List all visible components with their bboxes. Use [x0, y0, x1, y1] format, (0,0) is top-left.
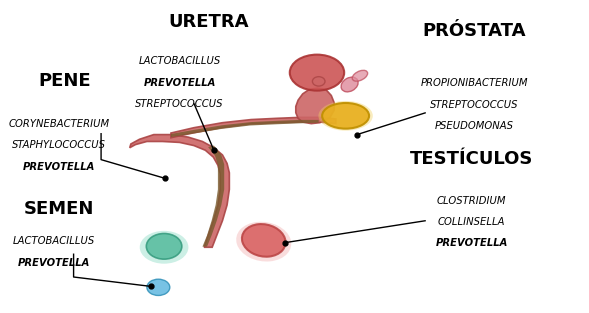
Text: SEMEN: SEMEN	[24, 200, 94, 218]
Ellipse shape	[290, 54, 344, 91]
Ellipse shape	[312, 77, 325, 86]
Ellipse shape	[140, 231, 188, 264]
Text: COLLINSELLA: COLLINSELLA	[438, 217, 505, 227]
Text: LACTOBACILLUS: LACTOBACILLUS	[12, 236, 95, 246]
Ellipse shape	[341, 77, 358, 92]
Text: STREPTOCOCCUS: STREPTOCOCCUS	[430, 100, 519, 110]
Ellipse shape	[147, 279, 170, 295]
Text: PENE: PENE	[39, 72, 91, 90]
Text: STREPTOCOCCUS: STREPTOCOCCUS	[135, 99, 224, 109]
Text: PREVOTELLA: PREVOTELLA	[435, 238, 508, 248]
Ellipse shape	[322, 103, 369, 129]
Text: URETRA: URETRA	[168, 13, 249, 31]
Text: PREVOTELLA: PREVOTELLA	[143, 78, 216, 88]
Text: CLOSTRIDIUM: CLOSTRIDIUM	[437, 196, 507, 206]
Text: PROPIONIBACTERIUM: PROPIONIBACTERIUM	[421, 78, 528, 88]
Ellipse shape	[236, 222, 291, 262]
Polygon shape	[171, 117, 336, 138]
Text: STAPHYLOCOCCUS: STAPHYLOCOCCUS	[12, 140, 106, 150]
Polygon shape	[203, 146, 224, 247]
Text: PREVOTELLA: PREVOTELLA	[17, 258, 90, 268]
Ellipse shape	[242, 224, 286, 257]
Text: LACTOBACILLUS: LACTOBACILLUS	[138, 56, 221, 66]
Polygon shape	[130, 135, 229, 247]
Text: PREVOTELLA: PREVOTELLA	[23, 162, 95, 172]
Text: CORYNEBACTERIUM: CORYNEBACTERIUM	[9, 119, 110, 129]
Ellipse shape	[319, 101, 373, 131]
Ellipse shape	[352, 70, 368, 81]
Text: TESTÍCULOS: TESTÍCULOS	[410, 150, 533, 168]
Text: PRÓSTATA: PRÓSTATA	[423, 22, 526, 40]
Polygon shape	[296, 88, 334, 124]
Ellipse shape	[146, 233, 182, 259]
Text: PSEUDOMONAS: PSEUDOMONAS	[435, 121, 514, 131]
Polygon shape	[171, 120, 319, 137]
